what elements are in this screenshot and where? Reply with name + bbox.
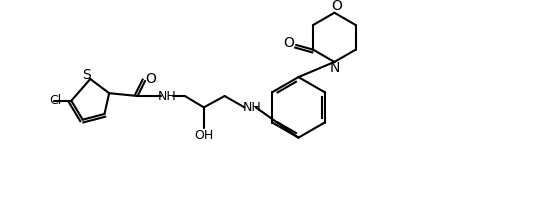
Text: Cl: Cl — [50, 94, 62, 107]
Text: S: S — [82, 68, 91, 82]
Text: O: O — [283, 36, 294, 50]
Text: OH: OH — [194, 129, 214, 142]
Text: NH: NH — [158, 89, 176, 103]
Text: NH: NH — [243, 101, 261, 114]
Text: N: N — [329, 61, 340, 75]
Text: O: O — [331, 0, 342, 13]
Text: O: O — [145, 72, 156, 86]
